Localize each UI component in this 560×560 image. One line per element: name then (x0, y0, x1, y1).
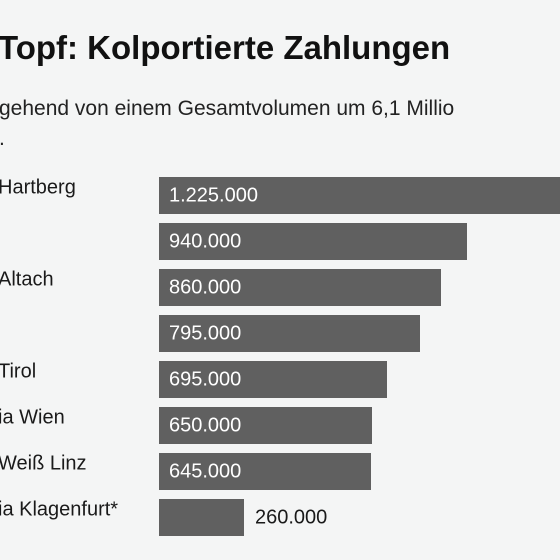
chart-title: Topf: Kolportierte Zahlungen (0, 29, 451, 66)
bar-4 (159, 361, 387, 398)
category-label-7: ia Klagenfurt* (0, 499, 118, 521)
bar-3 (159, 315, 420, 352)
value-label-7: 260.000 (255, 507, 327, 529)
value-label-4: 695.000 (169, 369, 241, 391)
bar-0 (159, 177, 560, 214)
bar-7 (159, 499, 244, 536)
category-label-2: Altach (0, 269, 54, 291)
value-label-2: 860.000 (169, 277, 241, 299)
value-label-5: 650.000 (169, 415, 241, 437)
bar-6 (159, 453, 371, 490)
value-label-6: 645.000 (169, 461, 241, 483)
category-label-6: Weiß Linz (0, 453, 87, 475)
category-label-4: Tirol (0, 361, 36, 383)
value-label-3: 795.000 (169, 323, 241, 345)
value-label-1: 940.000 (169, 231, 241, 253)
category-label-0: Hartberg (0, 177, 76, 199)
chart-subtitle: gehend von einem Gesamtvolumen um 6,1 Mi… (0, 97, 455, 150)
bar-2 (159, 269, 441, 306)
bar-5 (159, 407, 372, 444)
value-label-0: 1.225.000 (169, 185, 258, 207)
category-label-5: ia Wien (0, 407, 65, 429)
bar-1 (159, 223, 467, 260)
